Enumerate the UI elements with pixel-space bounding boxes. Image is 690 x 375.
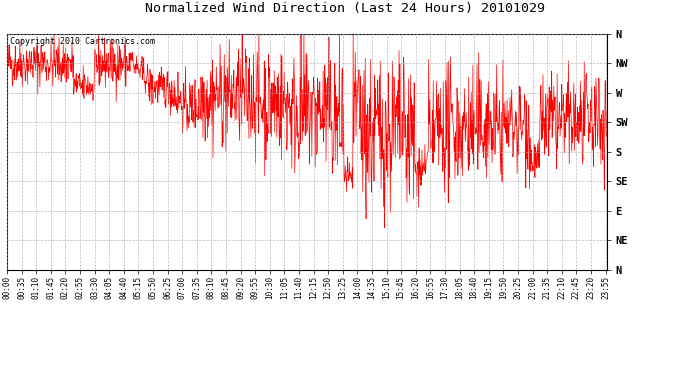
Text: Copyright 2010 Cartronics.com: Copyright 2010 Cartronics.com [10,37,155,46]
Text: Normalized Wind Direction (Last 24 Hours) 20101029: Normalized Wind Direction (Last 24 Hours… [145,2,545,15]
